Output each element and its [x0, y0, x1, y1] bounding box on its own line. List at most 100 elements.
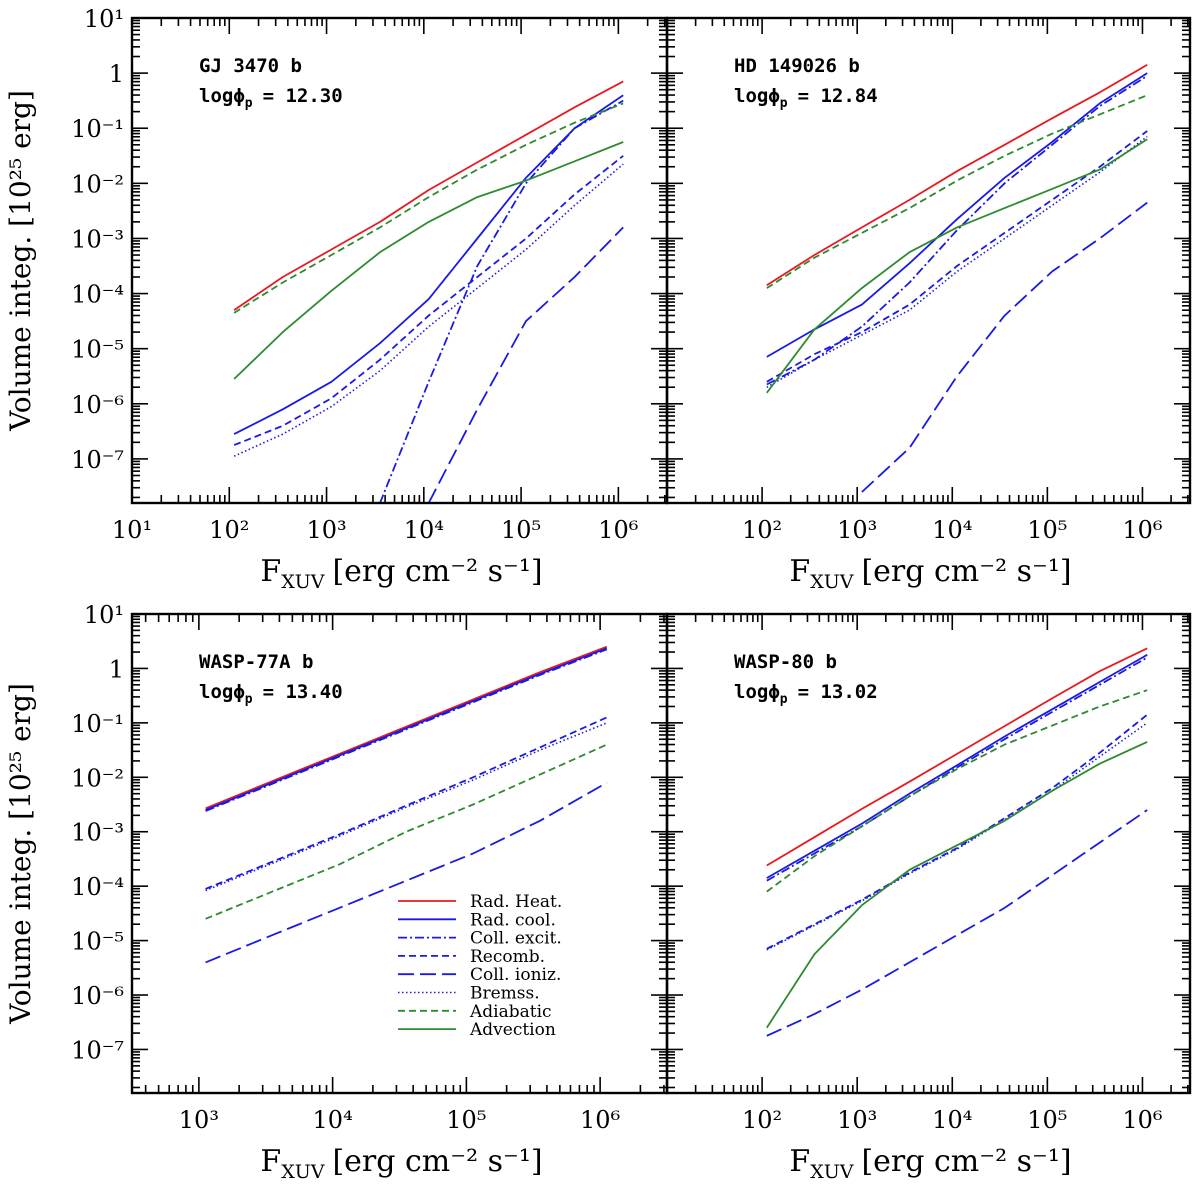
series-group — [205, 645, 608, 964]
legend-label-adiabatic: Adiabatic — [469, 1002, 552, 1022]
x-tick-label: 10⁶ — [580, 1106, 620, 1134]
series-line-coll-ioniz — [427, 226, 624, 503]
series-line-adiabatic — [766, 94, 1148, 289]
planet-name: WASP-80 b — [734, 651, 837, 673]
tick-marks — [666, 17, 1190, 503]
x-axis-label-sub: XUV — [810, 571, 854, 593]
series-line-rad-heat — [233, 80, 624, 311]
series-line-coll-excit — [766, 656, 1148, 882]
x-axis-label-main: F — [789, 1144, 810, 1179]
series-line-coll-ioniz — [205, 781, 608, 964]
series-line-adiabatic — [233, 102, 624, 314]
param-value: = 13.40 — [263, 681, 343, 703]
x-axis-label-units: [erg cm⁻² s⁻¹] — [861, 1144, 1071, 1179]
series-line-advection — [233, 141, 624, 380]
planet-name: WASP-77A b — [199, 651, 313, 673]
y-tick-label: 10⁻² — [71, 764, 124, 792]
param-value: = 12.30 — [263, 85, 343, 107]
x-tick-label: 10² — [742, 516, 782, 544]
x-tick-label: 10⁴ — [404, 516, 444, 544]
legend-label-advection: Advection — [469, 1020, 556, 1040]
panel-bottom-left: 10³ 10⁴ 10⁵ 10⁶ 10¹ 1 10⁻¹ 10⁻² 10⁻³ 10⁻⁴ 10⁻⁵ 10⁻⁶… — [4, 601, 669, 1183]
series-group — [233, 80, 624, 503]
param-label: logϕ — [734, 681, 780, 703]
panel-bottom-right: 10² 10³ 10⁴ 10⁵ 10⁶ FXUV [erg cm⁻² s⁻¹] WASP-80… — [665, 612, 1192, 1183]
x-tick-label: 10³ — [837, 516, 877, 544]
x-axis-label: FXUV [erg cm⁻² s⁻¹] — [789, 554, 1071, 593]
panel-top-right: 10² 10³ 10⁴ 10⁵ 10⁶ FXUV [erg cm⁻² s⁻¹] HD 1490… — [665, 16, 1192, 593]
series-line-rad-cool — [766, 72, 1148, 358]
y-tick-label: 10⁻⁴ — [71, 873, 124, 901]
y-tick-label: 10⁻⁵ — [71, 336, 124, 364]
series-line-recomb — [233, 155, 624, 446]
series-line-advection — [766, 741, 1148, 1029]
series-line-coll-excit — [766, 75, 1148, 386]
series-line-recomb — [766, 130, 1148, 383]
param-sub: p — [780, 96, 788, 111]
panel-frame — [665, 16, 1192, 505]
x-tick-label: 10⁴ — [932, 1106, 972, 1134]
y-tick-label: 10⁻² — [71, 170, 124, 198]
param-value: = 13.02 — [798, 681, 878, 703]
series-line-bremss — [766, 722, 1148, 951]
x-tick-label: 10⁴ — [932, 516, 972, 544]
x-axis-label-main: F — [789, 554, 810, 589]
x-tick-label: 10⁵ — [1027, 516, 1067, 544]
param-label: logϕ — [734, 85, 780, 107]
x-tick-label: 10² — [742, 1106, 782, 1134]
x-axis-label-sub: XUV — [281, 1161, 325, 1183]
series-line-coll-excit — [205, 648, 608, 812]
x-axis-label: FXUV [erg cm⁻² s⁻¹] — [260, 1144, 542, 1183]
param-sub: p — [245, 692, 253, 707]
y-tick-label: 1 — [109, 655, 124, 683]
y-tick-label: 10⁻³ — [71, 819, 124, 847]
series-line-bremss — [766, 135, 1148, 388]
y-tick-label: 10⁻⁶ — [71, 982, 124, 1010]
tick-marks — [131, 17, 667, 503]
param-annotation: logϕp = 13.40 — [199, 681, 343, 707]
y-axis-label: Volume integ. [10²⁵ erg] — [4, 683, 37, 1025]
series-group — [766, 64, 1148, 493]
x-tick-label: 10³ — [837, 1106, 877, 1134]
x-axis-label-units: [erg cm⁻² s⁻¹] — [332, 1144, 542, 1179]
legend-label-rad-heat: Rad. Heat. — [470, 892, 562, 912]
param-annotation: logϕp = 13.02 — [734, 681, 878, 707]
param-label: logϕ — [199, 85, 245, 107]
series-line-coll-ioniz — [861, 201, 1148, 493]
y-tick-label: 10⁻⁴ — [71, 281, 124, 309]
series-line-recomb — [766, 713, 1148, 950]
x-axis-label-sub: XUV — [810, 1161, 854, 1183]
y-tick-label: 10⁻¹ — [71, 115, 124, 143]
y-tick-label: 10⁻³ — [71, 225, 124, 253]
legend-label-bremss: Bremss. — [470, 984, 540, 1004]
legend-label-rad-cool: Rad. cool. — [470, 910, 556, 930]
x-tick-label: 10⁵ — [1027, 1106, 1067, 1134]
series-line-rad-heat — [766, 64, 1148, 287]
x-tick-label: 10⁴ — [313, 1106, 353, 1134]
x-axis-label-units: [erg cm⁻² s⁻¹] — [861, 554, 1071, 589]
y-axis-label: Volume integ. [10²⁵ erg] — [4, 90, 37, 432]
series-line-recomb — [205, 716, 608, 890]
param-label: logϕ — [199, 681, 245, 703]
y-tick-label: 10⁻⁷ — [71, 1036, 124, 1064]
series-line-rad-cool — [766, 654, 1148, 879]
x-axis-label: FXUV [erg cm⁻² s⁻¹] — [260, 554, 542, 593]
series-line-advection — [766, 138, 1148, 394]
panel-top-left: 10¹ 10² 10³ 10⁴ 10⁵ 10⁶ 10¹ 1 10⁻¹ 10⁻² 10⁻³ 10⁻⁴ 10… — [4, 5, 669, 593]
series-line-rad-cool — [233, 94, 624, 435]
param-annotation: logϕp = 12.30 — [199, 85, 343, 111]
y-tick-label: 10⁻⁷ — [71, 446, 124, 474]
planet-name: GJ 3470 b — [199, 55, 302, 77]
series-line-rad-cool — [205, 647, 608, 811]
param-annotation: logϕp = 12.84 — [734, 85, 878, 111]
x-axis-label: FXUV [erg cm⁻² s⁻¹] — [789, 1144, 1071, 1183]
x-tick-label: 10² — [209, 516, 249, 544]
x-tick-label: 10⁵ — [446, 1106, 486, 1134]
x-tick-label: 10¹ — [112, 516, 152, 544]
legend-label-coll-ioniz: Coll. ioniz. — [470, 965, 561, 985]
x-axis-label-main: F — [260, 1144, 281, 1179]
y-tick-label: 10⁻⁶ — [71, 391, 124, 419]
y-tick-label: 10⁻⁵ — [71, 928, 124, 956]
x-tick-label: 10⁶ — [598, 516, 638, 544]
